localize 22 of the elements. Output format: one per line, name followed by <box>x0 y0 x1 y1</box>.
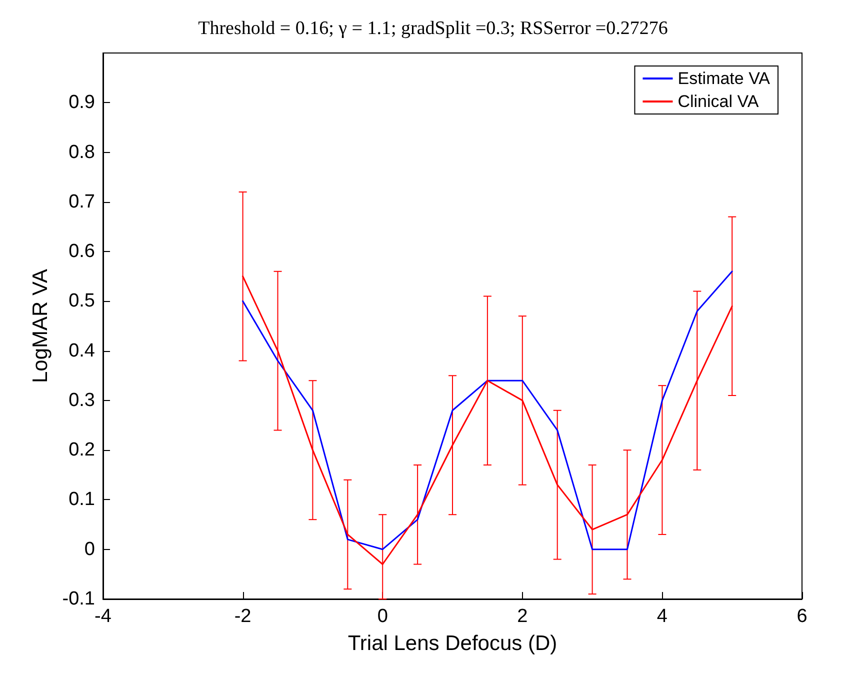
y-tick-label: 0.8 <box>68 142 95 163</box>
y-tick-label: 0.6 <box>68 241 95 262</box>
y-tick-label: 0.7 <box>68 191 95 212</box>
y-tick-label: 0.3 <box>68 390 95 411</box>
x-axis-title: Trial Lens Defocus (D) <box>348 632 558 655</box>
chart-title: Threshold = 0.16; γ = 1.1; gradSplit =0.3; RSSerror =0.27276 <box>198 18 668 39</box>
x-tick-label: 6 <box>796 606 808 627</box>
y-tick-label: 0.5 <box>68 290 95 312</box>
y-tick-label: 0.9 <box>68 92 95 114</box>
y-axis-title: LogMAR VA <box>29 269 52 383</box>
x-tick-label: 4 <box>656 606 668 627</box>
y-tick-label: 0.4 <box>68 340 96 362</box>
y-tick-label: 0.2 <box>68 440 95 461</box>
y-tick-label: 0 <box>84 538 95 560</box>
y-tick-label: 0.1 <box>68 489 95 510</box>
x-tick-label: 2 <box>517 606 528 627</box>
x-tick-label: 0 <box>377 606 388 627</box>
y-tick-label: -0.1 <box>62 588 95 610</box>
x-tick-label: -2 <box>234 606 252 627</box>
legend-label: Clinical VA <box>678 92 760 111</box>
x-tick-label: -4 <box>94 606 112 627</box>
legend-label: Estimate VA <box>678 69 771 88</box>
